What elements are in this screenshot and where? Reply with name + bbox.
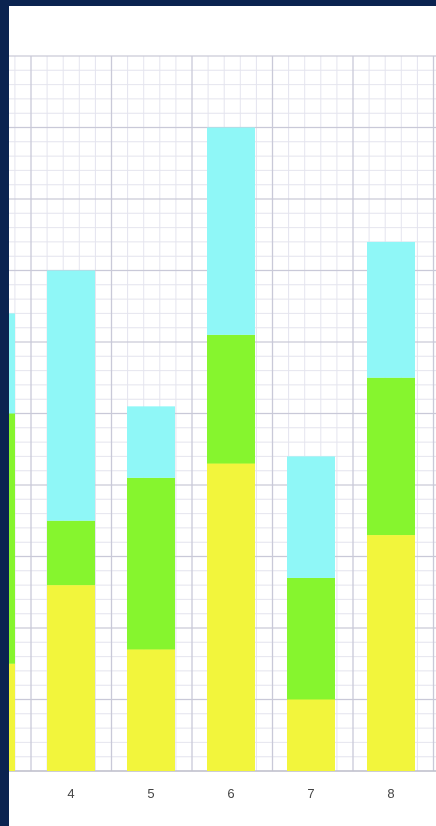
x-tick-label-5: 5 — [147, 786, 154, 801]
bar-segment-4-2 — [47, 270, 95, 521]
bar-segment-7-2 — [287, 456, 335, 578]
bar-segment-3-1 — [9, 413, 15, 664]
bar-segment-8-2 — [367, 241, 415, 378]
bar-segment-5-2 — [127, 406, 175, 478]
x-tick-label-8: 8 — [387, 786, 394, 801]
bar-segment-5-0 — [127, 649, 175, 771]
bar-segment-3-2 — [9, 313, 15, 414]
bar-segment-8-0 — [367, 535, 415, 771]
bar-segment-6-2 — [207, 127, 255, 335]
bar-segment-4-0 — [47, 585, 95, 771]
bar-segment-8-1 — [367, 377, 415, 536]
x-tick-labels: 4 5 6 7 8 — [67, 786, 394, 801]
x-tick-label-7: 7 — [307, 786, 314, 801]
bar-segment-6-1 — [207, 334, 255, 464]
bar-segment-5-1 — [127, 477, 175, 650]
bar-segment-4-1 — [47, 520, 95, 586]
x-tick-label-4: 4 — [67, 786, 74, 801]
chart-panel: 4 5 6 7 8 — [9, 6, 436, 826]
bars — [9, 127, 415, 771]
bar-segment-3-0 — [9, 663, 15, 771]
x-tick-label-6: 6 — [227, 786, 234, 801]
stacked-bar-chart: 4 5 6 7 8 — [9, 55, 436, 801]
bar-segment-7-1 — [287, 577, 335, 700]
bar-segment-6-0 — [207, 463, 255, 771]
bar-segment-7-0 — [287, 699, 335, 771]
